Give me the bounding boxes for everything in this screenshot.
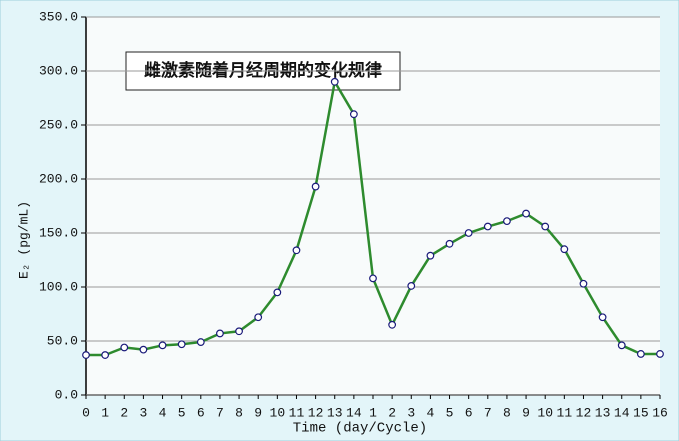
data-point	[541, 222, 550, 231]
data-point	[369, 274, 377, 283]
x-tick-label: 11	[557, 405, 573, 420]
x-tick-label: 6	[465, 405, 473, 420]
y-tick-label: 250.0	[39, 117, 78, 132]
x-tick-label: 12	[576, 405, 592, 420]
x-tick-label: 8	[503, 405, 511, 420]
data-point	[235, 327, 243, 336]
data-point	[560, 245, 569, 254]
data-point	[292, 246, 301, 255]
data-point	[522, 209, 530, 218]
data-point	[388, 320, 397, 329]
data-point	[101, 351, 110, 359]
x-tick-label: 2	[120, 405, 128, 420]
data-point	[139, 345, 148, 354]
data-point	[216, 329, 224, 338]
x-tick-label: 3	[407, 405, 415, 420]
y-tick-label: 50.0	[47, 333, 78, 348]
y-axis-label: E₂ (pg/mL)	[16, 201, 31, 279]
data-point	[196, 338, 205, 346]
data-point	[617, 341, 626, 350]
x-tick-label: 4	[159, 405, 167, 420]
x-axis-label: Time (day/Cycle)	[293, 421, 427, 437]
x-tick-label: 16	[652, 405, 668, 420]
y-tick-label: 150.0	[39, 225, 78, 240]
data-point	[349, 110, 358, 119]
x-tick-label: 13	[327, 405, 343, 420]
x-tick-label: 3	[139, 405, 147, 420]
data-point	[598, 313, 607, 322]
data-point	[177, 340, 186, 349]
data-point	[636, 350, 645, 358]
y-tick-label: 200.0	[39, 171, 78, 186]
data-point	[120, 343, 129, 352]
x-tick-label: 12	[308, 405, 324, 420]
y-tick-label: 350.0	[39, 9, 78, 24]
data-point	[407, 282, 416, 290]
data-point	[273, 288, 282, 297]
y-tick-label: 100.0	[39, 279, 78, 294]
x-tick-label: 9	[522, 405, 530, 420]
x-tick-label: 1	[369, 405, 377, 420]
data-point	[254, 313, 263, 322]
data-point	[656, 350, 664, 358]
x-tick-label: 10	[537, 405, 553, 420]
x-tick-label: 10	[270, 405, 286, 420]
data-point	[426, 251, 435, 260]
x-tick-label: 7	[484, 405, 492, 420]
data-point	[330, 77, 339, 86]
x-tick-label: 1	[101, 405, 109, 420]
x-tick-label: 9	[254, 405, 262, 420]
y-tick-label: 300.0	[39, 63, 78, 78]
x-tick-label: 8	[235, 405, 243, 420]
x-tick-label: 7	[216, 405, 224, 420]
x-tick-label: 2	[388, 405, 396, 420]
data-point	[82, 351, 90, 359]
x-tick-label: 4	[426, 405, 434, 420]
x-tick-label: 5	[446, 405, 454, 420]
x-tick-label: 6	[197, 405, 205, 420]
y-tick-label: 0.0	[55, 387, 78, 402]
x-tick-label: 14	[346, 405, 362, 420]
data-point	[503, 217, 511, 226]
x-tick-label: 11	[289, 405, 305, 420]
x-tick-label: 14	[614, 405, 630, 420]
data-point	[464, 229, 473, 237]
x-tick-label: 5	[178, 405, 186, 420]
data-point	[483, 222, 492, 231]
data-point	[445, 239, 454, 248]
x-tick-label: 0	[82, 405, 90, 420]
data-point	[311, 182, 320, 191]
x-tick-label: 13	[595, 405, 611, 420]
x-tick-label: 15	[633, 405, 649, 420]
data-point	[579, 279, 588, 288]
data-point	[158, 341, 167, 350]
